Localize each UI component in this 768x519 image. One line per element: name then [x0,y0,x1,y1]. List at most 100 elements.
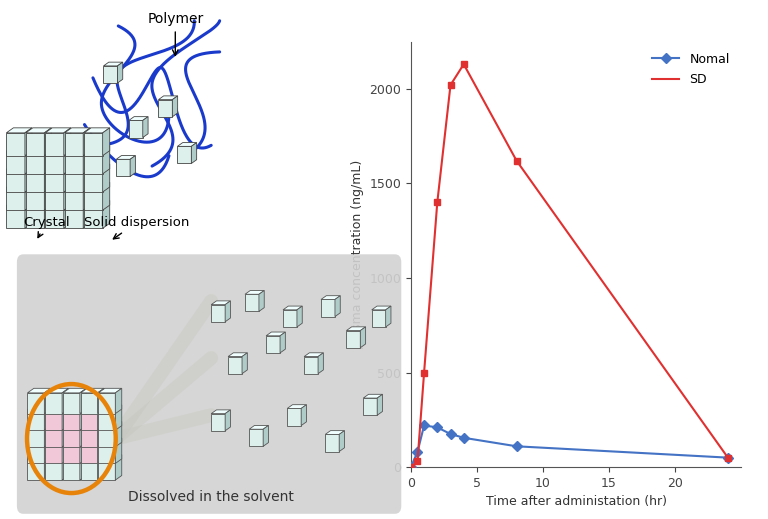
Polygon shape [45,133,64,156]
Polygon shape [98,388,104,414]
Polygon shape [45,146,71,151]
Polygon shape [28,455,51,459]
Polygon shape [280,332,286,353]
Polygon shape [6,128,32,133]
Polygon shape [45,182,51,210]
Polygon shape [249,426,269,429]
Polygon shape [158,100,172,117]
Polygon shape [98,459,115,480]
Polygon shape [84,128,110,133]
Polygon shape [98,405,122,409]
Polygon shape [25,128,32,156]
Polygon shape [242,353,247,374]
Text: Solid dispersion: Solid dispersion [84,216,190,239]
Polygon shape [45,421,51,447]
Polygon shape [98,455,104,480]
Polygon shape [228,357,242,374]
Polygon shape [6,200,32,206]
Polygon shape [45,455,51,480]
Polygon shape [84,200,110,206]
Polygon shape [339,431,345,452]
Text: Polymer: Polymer [147,12,204,56]
Polygon shape [83,128,91,156]
Polygon shape [259,291,264,311]
Polygon shape [266,332,286,336]
Polygon shape [6,133,25,156]
Text: Crystal: Crystal [23,216,70,238]
Polygon shape [62,438,68,463]
Polygon shape [45,200,51,228]
Polygon shape [83,182,91,210]
Polygon shape [63,393,80,414]
Polygon shape [363,394,382,398]
Polygon shape [65,206,83,228]
Polygon shape [177,146,191,163]
Polygon shape [211,305,225,322]
Polygon shape [45,206,64,228]
Polygon shape [80,405,86,430]
Polygon shape [84,182,110,187]
Polygon shape [81,459,98,480]
Polygon shape [283,306,303,310]
Polygon shape [245,294,259,311]
Polygon shape [45,200,71,206]
Polygon shape [84,206,103,228]
Polygon shape [211,410,230,414]
Polygon shape [45,405,68,409]
Polygon shape [177,143,197,146]
Polygon shape [98,443,115,463]
Legend: Nomal, SD: Nomal, SD [647,48,735,91]
Polygon shape [98,438,122,443]
Polygon shape [26,133,45,156]
Polygon shape [45,459,62,480]
Polygon shape [26,182,51,187]
Polygon shape [326,434,339,452]
Polygon shape [191,143,197,163]
Polygon shape [98,393,115,414]
Polygon shape [81,421,104,426]
Polygon shape [84,133,103,156]
Polygon shape [116,156,135,159]
Polygon shape [83,200,91,228]
Polygon shape [26,128,51,133]
Polygon shape [6,164,32,169]
Polygon shape [104,62,123,66]
Polygon shape [172,96,177,117]
Polygon shape [45,128,51,156]
Polygon shape [301,405,306,426]
Polygon shape [103,164,110,192]
Polygon shape [26,187,45,210]
Polygon shape [81,393,98,414]
Polygon shape [360,327,366,348]
Polygon shape [297,306,303,327]
Polygon shape [45,151,64,174]
Polygon shape [98,421,122,426]
Polygon shape [65,128,91,133]
Polygon shape [377,394,382,415]
Polygon shape [228,353,247,357]
Polygon shape [346,331,360,348]
Polygon shape [80,455,86,480]
Polygon shape [63,421,86,426]
Polygon shape [65,151,83,174]
Polygon shape [335,296,340,317]
Polygon shape [6,206,25,228]
Polygon shape [98,426,115,447]
Polygon shape [225,301,230,322]
Polygon shape [45,443,62,463]
Polygon shape [321,296,340,299]
Polygon shape [62,388,68,414]
Text: Dissolved in the solvent: Dissolved in the solvent [128,490,294,504]
Polygon shape [116,159,130,176]
Polygon shape [211,414,225,431]
Polygon shape [266,336,280,353]
Polygon shape [84,146,110,151]
Polygon shape [28,426,45,447]
Polygon shape [81,405,104,409]
Polygon shape [45,405,51,430]
Polygon shape [45,455,68,459]
Polygon shape [245,291,264,294]
Polygon shape [115,455,122,480]
Polygon shape [63,426,80,447]
Polygon shape [63,443,80,463]
